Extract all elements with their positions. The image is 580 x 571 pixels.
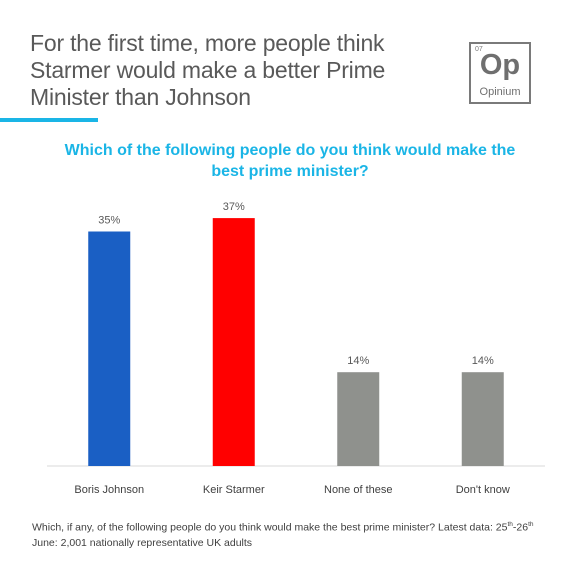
- footnote: Which, if any, of the following people d…: [32, 517, 552, 551]
- logo-number: 07: [475, 46, 483, 53]
- bar-boris-johnson: [88, 231, 131, 466]
- data-label: 14%: [472, 355, 494, 367]
- accent-divider: [0, 118, 98, 122]
- logo-name: Opinium: [479, 86, 521, 98]
- page-title: For the first time, more people think St…: [30, 30, 386, 110]
- x-tick-label: Don't know: [456, 484, 510, 496]
- data-label: 14%: [347, 355, 369, 367]
- chart-title: Which of the following people do you thi…: [64, 142, 516, 180]
- x-tick-label: None of these: [324, 484, 393, 496]
- footnote-text-2: -26: [512, 521, 529, 534]
- logo-symbol: Op: [479, 49, 521, 81]
- bar-keir-starmer: [212, 218, 255, 466]
- x-tick-label: Keir Starmer: [203, 484, 265, 496]
- data-label: 37%: [223, 201, 245, 213]
- footnote-text-3: June: 2,001 nationally representative UK…: [32, 536, 253, 549]
- data-label: 35%: [98, 215, 120, 227]
- bar-don-t-know: [461, 372, 504, 466]
- footnote-sup-2: th: [528, 521, 534, 528]
- footnote-text-1: Which, if any, of the following people d…: [32, 521, 508, 534]
- bar-none-of-these: [337, 372, 380, 466]
- opinium-logo: 07 Op Opinium: [469, 42, 531, 104]
- x-tick-label: Boris Johnson: [74, 484, 144, 496]
- footnote-sup-1: th: [507, 521, 513, 528]
